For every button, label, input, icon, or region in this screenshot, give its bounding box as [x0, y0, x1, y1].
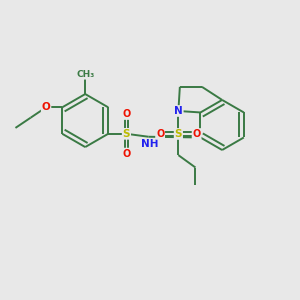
Text: CH₃: CH₃	[76, 70, 94, 79]
Text: O: O	[42, 102, 50, 112]
Text: O: O	[193, 129, 201, 139]
Text: S: S	[123, 129, 130, 139]
Text: N: N	[174, 106, 183, 116]
Text: O: O	[122, 148, 130, 158]
Text: O: O	[122, 109, 130, 119]
Text: S: S	[175, 129, 182, 139]
Text: NH: NH	[141, 139, 159, 149]
Text: O: O	[156, 129, 164, 139]
